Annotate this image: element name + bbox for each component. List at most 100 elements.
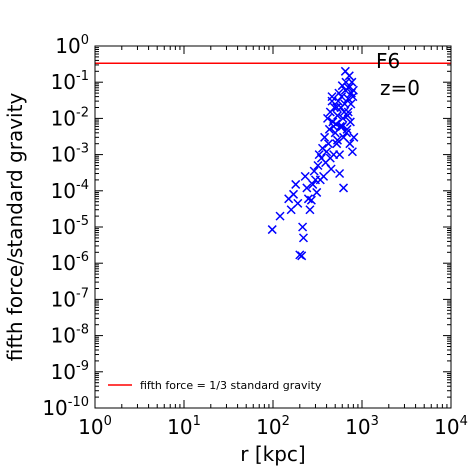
scatter-point xyxy=(348,85,358,95)
scatter-point-stroke xyxy=(275,211,285,221)
scatter-point-stroke xyxy=(309,166,319,176)
annotation-redshift: z=0 xyxy=(380,76,420,100)
scatter-point-stroke xyxy=(346,99,356,109)
scatter-point xyxy=(332,111,342,121)
x-tick-label: 100 xyxy=(78,414,112,439)
tick-labels: 100 101 102 103 104 100 10-1 10-2 10-3 10-4 10-5 10… xyxy=(42,33,468,439)
y-tick-label: 10-4 xyxy=(51,178,89,203)
scatter-point-stroke xyxy=(324,124,334,134)
scatter-point xyxy=(341,128,352,138)
scatter-point xyxy=(308,179,318,189)
scatter-point-stroke xyxy=(298,233,309,243)
scatter-point-stroke xyxy=(323,139,333,149)
scatter-point xyxy=(340,66,350,76)
annotation-model: F6 xyxy=(376,49,400,73)
scatter-point xyxy=(323,113,333,123)
y-tick-label: 10-3 xyxy=(51,142,89,167)
scatter-point-stroke xyxy=(347,77,357,87)
scatter-point-stroke xyxy=(300,171,310,181)
scatter-point-stroke xyxy=(343,111,353,121)
scatter-point-stroke xyxy=(326,164,336,174)
y-tick-label: 10-5 xyxy=(51,214,89,239)
plot-area xyxy=(95,62,451,261)
scatter-point-stroke xyxy=(333,96,343,106)
plot-frame xyxy=(94,45,452,409)
scatter-point-stroke xyxy=(348,92,358,102)
scatter-point-stroke xyxy=(329,121,339,131)
scatter-point-stroke xyxy=(335,168,345,179)
scatter-point-stroke xyxy=(291,179,301,189)
scatter-point-stroke xyxy=(335,150,345,160)
scatter-point xyxy=(349,132,359,142)
scatter-point xyxy=(347,77,357,87)
scatter-point xyxy=(297,251,307,261)
scatter-point-stroke xyxy=(332,111,342,121)
scatter-point-stroke xyxy=(313,160,323,171)
scatter-point xyxy=(326,164,336,174)
y-tick-label: 10-10 xyxy=(42,395,89,420)
scatter-point-stroke xyxy=(267,225,277,235)
y-axis-label: fifth force/standard gravity xyxy=(3,93,27,362)
scatter-point-stroke xyxy=(348,85,358,95)
scatter-point xyxy=(293,198,303,208)
scatter-point-stroke xyxy=(343,94,353,104)
y-tick-label: 10-7 xyxy=(51,286,89,311)
scatter-point-stroke xyxy=(298,222,308,232)
scatter-point xyxy=(298,233,309,243)
scatter-point-stroke xyxy=(344,83,354,93)
x-tick-label: 103 xyxy=(345,414,379,439)
scatter-point xyxy=(306,195,316,205)
scatter-point-stroke xyxy=(335,121,345,131)
scatter-point-stroke xyxy=(345,117,355,127)
scatter-point-stroke xyxy=(327,92,337,102)
scatter-point-stroke xyxy=(305,205,315,215)
scatter-point xyxy=(300,171,310,181)
scatter-point xyxy=(312,187,322,197)
scatter-point xyxy=(291,179,301,189)
scatter-point-stroke xyxy=(325,153,335,163)
scatter-point xyxy=(347,147,357,157)
scatter-point xyxy=(335,168,345,179)
scatter-point xyxy=(342,124,352,134)
scatter-point xyxy=(338,183,349,193)
scatter-point-stroke xyxy=(319,171,329,181)
scatter-point-stroke xyxy=(338,132,349,142)
scatter-point-stroke xyxy=(343,107,353,117)
scatter-point xyxy=(288,189,299,199)
y-tick-label: 10-2 xyxy=(51,105,89,130)
scatter-point-stroke xyxy=(302,183,312,193)
scatter-point xyxy=(345,139,355,149)
scatter-point xyxy=(332,135,342,145)
scatter-point xyxy=(329,121,339,131)
scatter-point xyxy=(344,83,354,93)
scatter-point-stroke xyxy=(320,132,330,142)
scatter-point-stroke xyxy=(322,147,332,157)
y-tick-label: 10-1 xyxy=(51,69,89,94)
y-tick-label: 10-9 xyxy=(51,359,89,384)
scatter-point xyxy=(343,107,353,117)
scatter-point-stroke xyxy=(338,183,349,193)
x-tick-label: 104 xyxy=(434,414,468,439)
scatter-point xyxy=(267,225,277,235)
scatter-point xyxy=(337,92,347,102)
scatter-point xyxy=(337,121,347,131)
scatter-point xyxy=(298,222,308,232)
scatter-point-stroke xyxy=(303,194,313,204)
scatter-point xyxy=(346,99,356,109)
scatter-point xyxy=(319,171,329,181)
y-tick-label: 10-8 xyxy=(51,323,89,348)
scatter-point-stroke xyxy=(337,121,347,131)
scatter-point xyxy=(313,160,323,171)
scatter-point xyxy=(320,132,330,142)
scatter-point-stroke xyxy=(308,179,318,189)
scatter-point xyxy=(324,124,334,134)
scatter-point xyxy=(343,94,353,104)
x-tick-label: 101 xyxy=(167,414,201,439)
scatter-point-stroke xyxy=(345,139,355,149)
scatter-point xyxy=(323,139,333,149)
scatter-point xyxy=(275,211,285,221)
scatter-point xyxy=(345,117,355,127)
scatter-point xyxy=(305,205,315,215)
scatter-point-stroke xyxy=(316,153,326,163)
scatter-point xyxy=(332,102,342,113)
